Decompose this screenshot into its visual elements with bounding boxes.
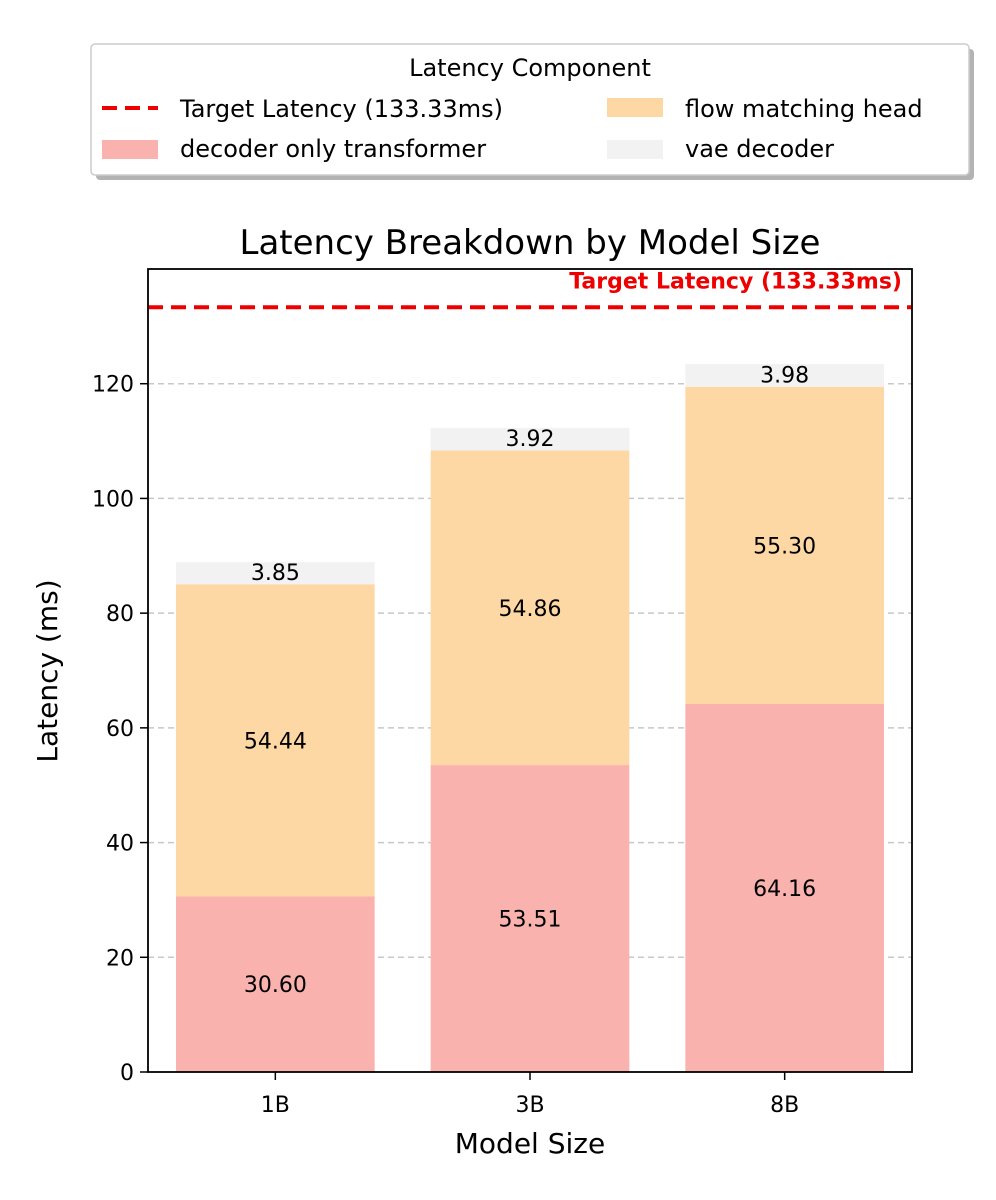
bar-segment <box>176 562 375 585</box>
x-axis-label: Model Size <box>455 1127 605 1160</box>
legend-decoder-label: decoder only transformer <box>180 135 486 163</box>
axes-layer: 0 20 40 60 80 100 120 1B 3B 8B <box>92 268 913 1118</box>
legend-decoder-swatch <box>102 140 158 159</box>
bar-segment <box>685 703 884 1072</box>
bar-segment <box>685 386 884 704</box>
data-label: 54.44 <box>244 729 307 754</box>
y-tick-label: 100 <box>92 487 134 512</box>
y-tick-label: 0 <box>120 1061 134 1086</box>
y-tick-label: 120 <box>92 373 134 398</box>
bar-segment <box>430 427 630 451</box>
x-tick-label: 3B <box>515 1093 544 1118</box>
data-label: 3.92 <box>506 427 555 452</box>
legend-box <box>90 43 970 176</box>
bar-segment <box>430 765 630 1072</box>
y-axis-label: Latency (ms) <box>31 579 64 762</box>
data-label: 53.51 <box>499 908 562 933</box>
target-latency-label: Target Latency (133.33ms) <box>569 269 902 294</box>
legend-vae-swatch <box>607 140 663 159</box>
y-tick-label: 60 <box>106 717 134 742</box>
y-tick-label: 40 <box>106 832 134 857</box>
legend-vae-label: vae decoder <box>685 135 834 163</box>
reference-layer: Target Latency (133.33ms) <box>148 269 912 310</box>
legend-title: Latency Component <box>409 54 651 82</box>
x-tick-label: 1B <box>261 1093 290 1118</box>
legend: Latency Component Target Latency (133.33… <box>90 43 974 180</box>
bars-layer: 30.60 54.44 3.85 53.51 54.86 3.92 64.16 55.30 3.… <box>176 363 884 1072</box>
data-label: 55.30 <box>753 534 816 559</box>
chart-title: Latency Breakdown by Model Size <box>240 223 821 263</box>
data-label: 3.85 <box>251 561 300 586</box>
bar-segment <box>176 584 375 897</box>
data-label: 64.16 <box>753 877 816 902</box>
legend-target-label: Target Latency (133.33ms) <box>179 95 503 123</box>
y-tick-label: 80 <box>106 602 134 627</box>
x-tick-label: 8B <box>770 1093 799 1118</box>
bar-segment <box>430 450 630 766</box>
y-tick-label: 20 <box>106 946 134 971</box>
data-label: 54.86 <box>499 597 562 622</box>
data-label: 30.60 <box>244 973 307 998</box>
bar-segment <box>176 896 375 1072</box>
data-label: 3.98 <box>760 363 809 388</box>
legend-flow-label: flow matching head <box>685 95 923 123</box>
bar-segment <box>685 363 884 387</box>
legend-flow-swatch <box>607 98 663 117</box>
